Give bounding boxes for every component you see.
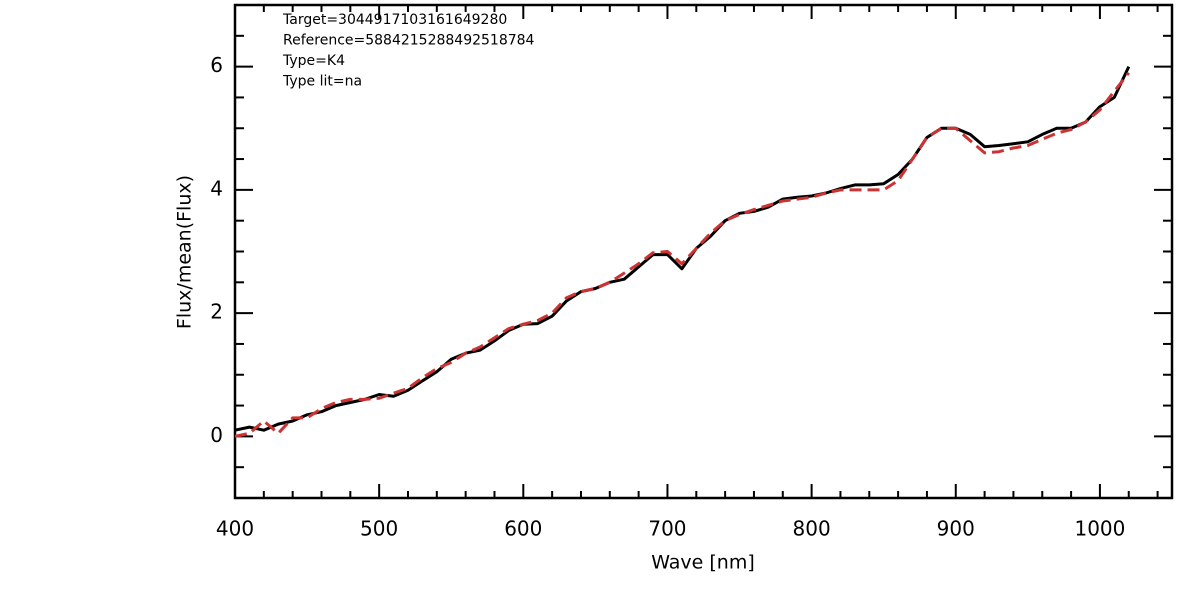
y-axis-label: Flux/mean(Flux) — [174, 175, 196, 329]
x-tick-label: 800 — [793, 517, 831, 541]
annotation: Reference=5884215288492518784 — [283, 33, 535, 49]
y-tick-label: 6 — [210, 53, 223, 77]
x-tick-label: 900 — [937, 517, 975, 541]
annotation: Type lit=na — [282, 74, 362, 90]
x-tick-label: 400 — [216, 517, 254, 541]
plot-frame — [233, 3, 1174, 500]
annotation: Type=K4 — [282, 53, 345, 69]
spectrum-line — [234, 71, 1130, 438]
y-tick-label: 0 — [210, 423, 223, 447]
x-tick-label: 500 — [360, 517, 398, 541]
x-tick-label: 700 — [648, 517, 686, 541]
x-tick-label: 1000 — [1074, 517, 1125, 541]
y-tick-label: 2 — [210, 300, 223, 324]
x-axis-label: Wave [nm] — [651, 552, 755, 574]
spectrum-line — [234, 65, 1131, 432]
y-tick-label: 4 — [210, 176, 223, 200]
x-tick-label: 600 — [504, 517, 542, 541]
annotation: Target=3044917103161649280 — [282, 12, 507, 28]
